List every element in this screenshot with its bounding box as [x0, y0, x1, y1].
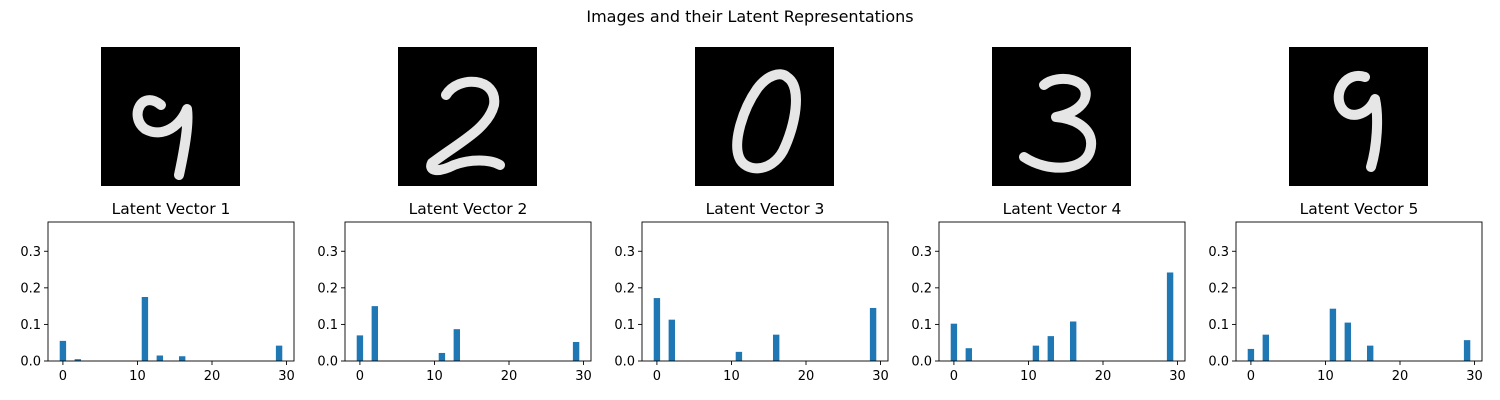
- axes-frame: [1235, 221, 1483, 362]
- bar: [178, 356, 186, 361]
- y-tick-label: 0.0: [20, 355, 41, 370]
- x-tick-label: 30: [1169, 369, 1186, 384]
- bar: [1262, 334, 1270, 361]
- x-tick-label: 30: [278, 369, 295, 384]
- x-tick-label: 10: [129, 369, 146, 384]
- x-tick-label: 0: [950, 369, 958, 384]
- y-tick-label: 0.0: [317, 355, 338, 370]
- bar: [1366, 345, 1374, 361]
- x-tick-label: 0: [653, 369, 661, 384]
- x-tick-label: 10: [1020, 369, 1037, 384]
- bar: [1247, 348, 1255, 361]
- bar: [156, 355, 164, 361]
- x-tick-label: 20: [1095, 369, 1112, 384]
- x-tick-label: 20: [501, 369, 518, 384]
- bar: [1032, 345, 1040, 361]
- bar: [950, 323, 958, 361]
- digit-stroke: [1019, 73, 1097, 173]
- y-tick-label: 0.0: [1208, 355, 1229, 370]
- digit-stroke: [132, 95, 193, 180]
- bar: [1329, 308, 1337, 361]
- bar: [1166, 272, 1174, 361]
- axes-frame: [344, 221, 592, 362]
- x-tick-label: 10: [1317, 369, 1334, 384]
- x-tick-label: 10: [426, 369, 443, 384]
- y-tick-label: 0.2: [1208, 281, 1229, 296]
- y-tick-label: 0.2: [911, 281, 932, 296]
- y-tick-label: 0.3: [911, 245, 932, 260]
- bar: [74, 359, 82, 361]
- bar: [1344, 322, 1352, 361]
- panel-title: Latent Vector 4: [1003, 200, 1122, 218]
- panel-title: Latent Vector 2: [409, 200, 528, 218]
- y-tick-label: 0.0: [614, 355, 635, 370]
- x-tick-label: 30: [1466, 369, 1483, 384]
- bar: [869, 307, 877, 361]
- panel-title: Latent Vector 1: [112, 200, 231, 218]
- y-tick-label: 0.2: [317, 281, 338, 296]
- x-tick-label: 30: [575, 369, 592, 384]
- bar: [965, 348, 973, 361]
- bar: [141, 296, 149, 361]
- bar: [735, 351, 743, 361]
- bar: [59, 340, 67, 361]
- digit-stroke: [1333, 70, 1383, 172]
- bar: [653, 298, 661, 361]
- y-tick-label: 0.0: [911, 355, 932, 370]
- panel-2: Latent Vector 2 0.0 0.1 0.2 0.3 0 10 20 30: [317, 47, 592, 384]
- y-tick-label: 0.3: [317, 245, 338, 260]
- y-tick-label: 0.1: [614, 318, 635, 333]
- y-tick-label: 0.1: [317, 318, 338, 333]
- bar: [772, 334, 780, 361]
- x-tick-label: 0: [59, 369, 67, 384]
- bar: [275, 345, 283, 361]
- bar: [453, 329, 461, 361]
- panel-title: Latent Vector 3: [706, 200, 825, 218]
- bar: [668, 319, 676, 361]
- y-tick-label: 0.1: [1208, 318, 1229, 333]
- bar: [1069, 321, 1077, 361]
- panel-1: Latent Vector 1 0.0 0.1 0.2 0.3 0 10 20 30: [20, 47, 295, 384]
- x-tick-label: 20: [204, 369, 221, 384]
- panel-title: Latent Vector 5: [1300, 200, 1419, 218]
- y-tick-label: 0.3: [614, 245, 635, 260]
- y-tick-label: 0.2: [614, 281, 635, 296]
- panels-group: Latent Vector 10.00.10.20.30 10 20 30Latent…: [20, 47, 1483, 384]
- y-tick-label: 0.1: [911, 318, 932, 333]
- x-tick-label: 20: [1392, 369, 1409, 384]
- digit-stroke: [732, 69, 801, 174]
- digit-image: [101, 47, 240, 186]
- panel-3: Latent Vector 3 0.0 0.1 0.2 0.3 0 10 20 30: [614, 47, 889, 384]
- axes-frame: [641, 221, 889, 362]
- bar: [371, 306, 379, 361]
- x-tick-label: 20: [798, 369, 815, 384]
- panel-5: Latent Vector 5 0.0 0.1 0.2 0.3 0 10 20 30: [1208, 47, 1483, 384]
- axes-frame: [47, 221, 295, 362]
- y-tick-label: 0.3: [20, 245, 41, 260]
- axes-frame: [938, 221, 1186, 362]
- bar: [1463, 340, 1471, 361]
- figure-title: Images and their Latent Representations: [586, 7, 913, 26]
- y-tick-label: 0.3: [1208, 245, 1229, 260]
- digit-stroke: [426, 76, 505, 175]
- y-tick-label: 0.1: [20, 318, 41, 333]
- x-tick-label: 30: [872, 369, 889, 384]
- bar: [1047, 336, 1055, 361]
- panel-4: Latent Vector 4 0.0 0.1 0.2 0.3 0 10 20 30: [911, 47, 1186, 384]
- bar: [438, 352, 446, 361]
- bar: [356, 335, 364, 361]
- x-tick-label: 0: [1247, 369, 1255, 384]
- y-tick-label: 0.2: [20, 281, 41, 296]
- x-tick-label: 10: [723, 369, 740, 384]
- bar: [572, 341, 580, 361]
- x-tick-label: 0: [356, 369, 364, 384]
